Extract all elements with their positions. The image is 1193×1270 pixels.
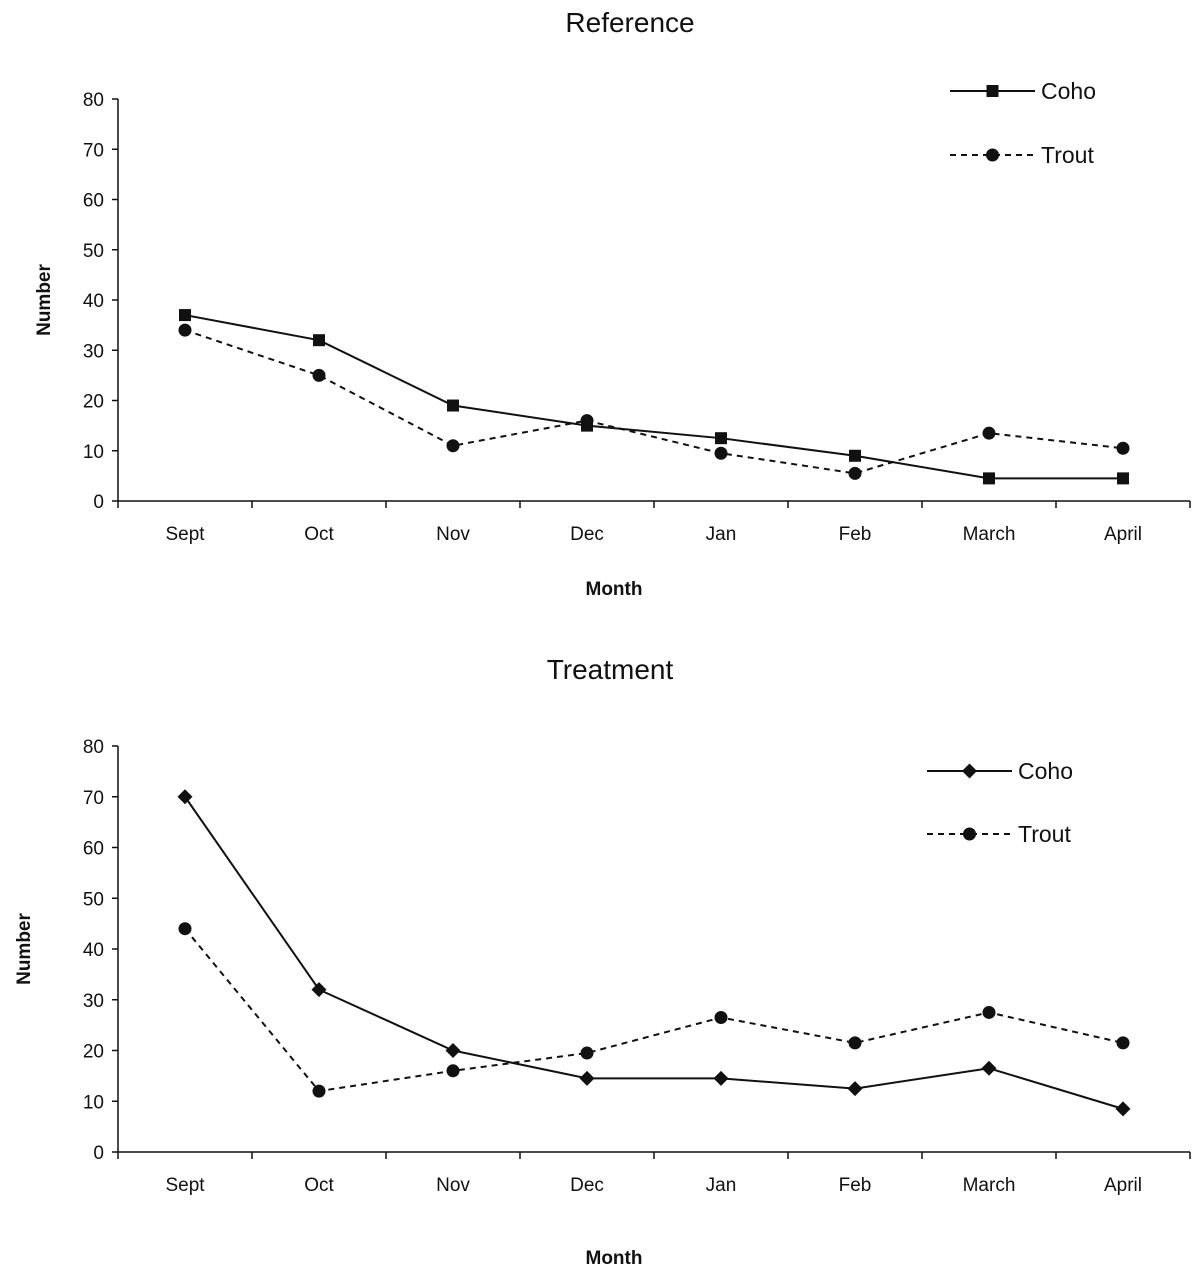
x-tick-label: March bbox=[963, 1175, 1016, 1196]
legend-trout-marker bbox=[986, 148, 999, 162]
coho-point bbox=[311, 982, 327, 998]
x-tick-label: Feb bbox=[839, 1175, 872, 1196]
coho-point bbox=[579, 1070, 595, 1086]
legend-coho-label: Coho bbox=[1041, 78, 1096, 104]
coho-point bbox=[177, 789, 193, 805]
trout-point bbox=[1116, 441, 1130, 455]
y-tick-label: 10 bbox=[83, 442, 104, 463]
trout-point bbox=[1116, 1036, 1130, 1050]
coho-point bbox=[849, 449, 861, 462]
trout-series bbox=[178, 323, 1130, 480]
trout-point bbox=[312, 1084, 326, 1098]
trout-point bbox=[580, 414, 594, 428]
x-tick-label: Jan bbox=[706, 1175, 737, 1196]
coho-series bbox=[179, 309, 1129, 485]
x-axis-label: Month bbox=[586, 579, 643, 600]
coho-point bbox=[715, 432, 727, 445]
treatment-chart-panel: Treatment 0 10 20 30 40 50 60 70 80 Sept Oct Nov Dec J… bbox=[0, 640, 1193, 1270]
x-tick-label: Dec bbox=[570, 1175, 604, 1196]
y-tick-label: 30 bbox=[83, 991, 104, 1012]
coho-line bbox=[184, 796, 1124, 1110]
coho-point bbox=[983, 472, 995, 485]
x-tick-label: Sept bbox=[165, 1175, 205, 1196]
x-tick-label: April bbox=[1104, 1175, 1142, 1196]
coho-line bbox=[184, 314, 1123, 480]
y-tick-label: 60 bbox=[83, 191, 104, 212]
x-tick-label: Feb bbox=[839, 524, 872, 545]
trout-point bbox=[446, 1064, 460, 1078]
trout-series bbox=[178, 922, 1130, 1098]
trout-point bbox=[982, 426, 996, 440]
trout-line bbox=[184, 928, 1124, 1093]
x-tick-label: Nov bbox=[436, 1175, 470, 1196]
trout-point bbox=[714, 1011, 728, 1025]
x-axis-label: Month bbox=[586, 1248, 643, 1269]
trout-point bbox=[580, 1046, 594, 1060]
y-tick-label: 50 bbox=[83, 241, 104, 262]
legend-trout-label: Trout bbox=[1018, 821, 1071, 847]
x-tick-label: Nov bbox=[436, 524, 470, 545]
x-tick-label: Oct bbox=[304, 524, 334, 545]
treatment-chart: Treatment 0 10 20 30 40 50 60 70 80 Sept Oct Nov Dec J… bbox=[14, 654, 1191, 1269]
y-tick-label: 20 bbox=[83, 392, 104, 413]
y-tick-label: 40 bbox=[83, 291, 104, 312]
trout-point bbox=[714, 446, 728, 460]
trout-point bbox=[848, 1036, 862, 1050]
y-tick-label: 0 bbox=[93, 1143, 104, 1164]
legend-coho: Coho bbox=[927, 758, 1073, 784]
legend-coho: Coho bbox=[950, 78, 1096, 104]
legend-trout-marker bbox=[963, 827, 976, 841]
trout-point bbox=[312, 368, 326, 382]
y-axis-label: Number bbox=[14, 913, 35, 985]
coho-point bbox=[713, 1070, 729, 1086]
y-tick-label: 30 bbox=[83, 341, 104, 362]
legend-trout: Trout bbox=[950, 142, 1094, 168]
reference-chart: Reference 0 10 20 30 40 50 60 70 80 Sept Oct Nov Dec J… bbox=[34, 7, 1191, 600]
x-tick-label: Dec bbox=[570, 524, 604, 545]
chart-title: Treatment bbox=[547, 654, 674, 685]
coho-point bbox=[313, 334, 325, 347]
coho-point bbox=[1115, 1101, 1131, 1117]
trout-point bbox=[178, 323, 192, 337]
x-tick-label: Sept bbox=[165, 524, 205, 545]
y-tick-label: 10 bbox=[83, 1092, 104, 1113]
trout-line bbox=[184, 329, 1124, 475]
reference-chart-panel: Reference 0 10 20 30 40 50 60 70 80 Sept Oct Nov Dec J… bbox=[34, 7, 1191, 600]
y-axis-label: Number bbox=[34, 264, 55, 336]
coho-point bbox=[981, 1060, 997, 1076]
trout-point bbox=[446, 439, 460, 453]
coho-point bbox=[179, 309, 191, 322]
x-tick-label: Jan bbox=[706, 524, 737, 545]
legend-trout-label: Trout bbox=[1041, 142, 1094, 168]
coho-series bbox=[177, 789, 1131, 1117]
x-tick-label: Oct bbox=[304, 1175, 334, 1196]
coho-point bbox=[445, 1043, 461, 1058]
legend-trout: Trout bbox=[927, 821, 1071, 847]
y-tick-label: 50 bbox=[83, 889, 104, 910]
y-tick-label: 0 bbox=[93, 492, 104, 513]
trout-point bbox=[178, 922, 192, 936]
trout-point bbox=[982, 1005, 996, 1019]
y-tick-label: 80 bbox=[83, 90, 104, 111]
y-tick-label: 60 bbox=[83, 839, 104, 860]
y-tick-label: 20 bbox=[83, 1042, 104, 1063]
coho-point bbox=[847, 1081, 863, 1097]
trout-point bbox=[848, 466, 862, 480]
y-tick-label: 70 bbox=[83, 140, 104, 161]
chart-title: Reference bbox=[565, 7, 694, 38]
legend-coho-marker bbox=[962, 763, 977, 779]
y-tick-label: 80 bbox=[83, 737, 104, 758]
y-tick-label: 70 bbox=[83, 788, 104, 809]
coho-point bbox=[447, 399, 459, 412]
legend-coho-label: Coho bbox=[1018, 758, 1073, 784]
coho-point bbox=[1117, 472, 1129, 485]
x-tick-label: April bbox=[1104, 524, 1142, 545]
y-tick-label: 40 bbox=[83, 940, 104, 961]
legend-coho-marker bbox=[986, 85, 999, 97]
x-tick-label: March bbox=[963, 524, 1016, 545]
